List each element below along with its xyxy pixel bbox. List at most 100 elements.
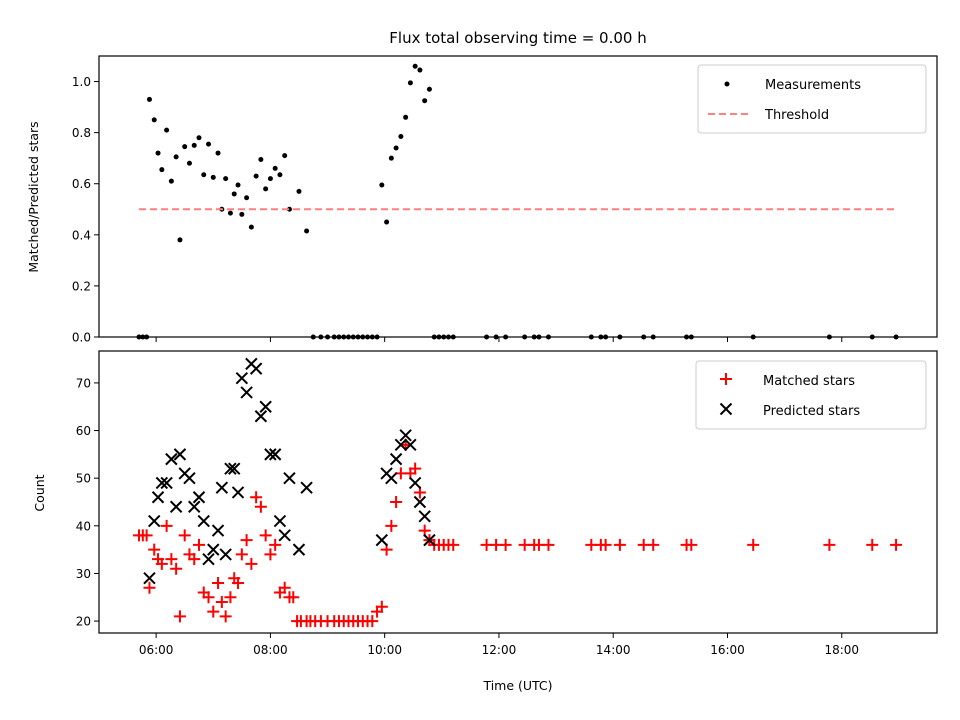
measurement-point bbox=[151, 117, 157, 123]
matched-star-point bbox=[499, 538, 512, 551]
measurement-point bbox=[196, 135, 202, 141]
predicted-star-point bbox=[228, 462, 241, 475]
measurement-point bbox=[206, 141, 212, 147]
measurement-point bbox=[253, 173, 259, 179]
bottom-x-tick-label: 16:00 bbox=[710, 643, 745, 657]
predicted-star-point bbox=[197, 514, 210, 528]
matched-star-point bbox=[207, 605, 220, 618]
bottom-x-tick-label: 14:00 bbox=[596, 643, 631, 657]
bottom-y-axis-label: Count bbox=[32, 474, 47, 511]
measurement-point bbox=[244, 195, 250, 201]
measurement-point bbox=[417, 67, 423, 73]
top-legend-box bbox=[697, 64, 927, 134]
predicted-star-point bbox=[399, 429, 412, 442]
top-legend: Measurements Threshold bbox=[697, 64, 927, 134]
top-y-tick-label: 0.0 bbox=[72, 331, 91, 345]
measurement-point bbox=[403, 114, 409, 120]
predicted-star-point bbox=[413, 495, 427, 509]
measurement-point bbox=[215, 150, 221, 156]
legend-measurements-label: Measurements bbox=[765, 78, 861, 93]
predicted-star-point bbox=[215, 481, 229, 494]
predicted-star-point bbox=[273, 514, 287, 528]
predicted-star-point bbox=[160, 476, 173, 490]
matched-star-point bbox=[148, 543, 161, 556]
measurement-point bbox=[177, 237, 183, 243]
measurement-point bbox=[210, 174, 216, 180]
measurement-point bbox=[164, 127, 170, 133]
measurement-point bbox=[239, 211, 245, 217]
measurement-point bbox=[286, 206, 292, 212]
top-y-tick-label: 0.2 bbox=[72, 279, 91, 293]
matched-star-point bbox=[235, 548, 248, 561]
matched-star-point bbox=[170, 562, 183, 575]
matched-star-point bbox=[385, 519, 398, 532]
predicted-star-point bbox=[418, 510, 431, 523]
matched-star-point bbox=[219, 610, 232, 623]
predicted-star-point bbox=[278, 529, 291, 542]
predicted-star-point bbox=[394, 438, 408, 452]
predicted-star-point bbox=[389, 452, 403, 466]
bottom-plot-area: 20 30 40 50 60 70 06:00 08:00 10:00 12:00 14:00 16:… bbox=[76, 350, 938, 657]
matched-star-point bbox=[613, 538, 626, 551]
matched-star-point bbox=[685, 538, 698, 551]
predicted-star-point bbox=[264, 448, 277, 461]
legend-matched-marker bbox=[720, 373, 732, 385]
bottom-y-tick-label: 40 bbox=[76, 519, 91, 533]
matched-star-point bbox=[375, 600, 388, 613]
legend-matched-label: Matched stars bbox=[763, 374, 855, 389]
bottom-x-tick-label: 10:00 bbox=[367, 643, 402, 657]
measurement-point bbox=[304, 228, 310, 234]
bottom-plot-frame bbox=[98, 350, 938, 634]
measurement-point bbox=[422, 98, 428, 104]
matched-star-point bbox=[269, 538, 282, 551]
top-y-tick-label: 0.6 bbox=[72, 177, 91, 191]
measurement-point bbox=[248, 224, 254, 230]
predicted-star-point bbox=[219, 548, 232, 561]
matched-star-point bbox=[447, 538, 460, 551]
matched-star-point bbox=[224, 591, 237, 604]
measurement-point bbox=[398, 133, 404, 139]
predicted-star-point bbox=[165, 452, 178, 466]
measurement-point bbox=[191, 142, 197, 148]
matched-star-point bbox=[866, 538, 879, 551]
matched-star-point bbox=[890, 538, 903, 551]
predicted-star-point bbox=[408, 476, 422, 490]
predicted-star-point bbox=[268, 448, 282, 461]
matched-star-point bbox=[143, 581, 156, 594]
bottom-y-tick-label: 20 bbox=[76, 615, 91, 629]
matched-star-point bbox=[188, 553, 201, 566]
measurement-point bbox=[231, 191, 237, 197]
measurement-point bbox=[267, 176, 273, 182]
predicted-star-point bbox=[211, 524, 225, 537]
matched-star-point bbox=[160, 519, 173, 532]
bottom-legend: Matched stars Predicted stars bbox=[695, 360, 927, 430]
matched-star-point bbox=[202, 591, 215, 604]
matched-star-point bbox=[140, 529, 153, 542]
measurement-point bbox=[227, 210, 233, 216]
legend-measurements-marker bbox=[724, 81, 730, 87]
measurement-point bbox=[407, 80, 413, 86]
measurement-point bbox=[393, 145, 399, 151]
predicted-star-point bbox=[240, 386, 253, 399]
bottom-x-tick-label: 18:00 bbox=[824, 643, 859, 657]
measurement-point bbox=[223, 176, 229, 182]
measurement-point bbox=[296, 188, 302, 194]
predicted-star-point bbox=[254, 410, 268, 423]
matched-star-point bbox=[250, 491, 263, 504]
predicted-star-point bbox=[173, 448, 187, 461]
matched-star-point bbox=[212, 576, 225, 589]
matched-star-point bbox=[254, 500, 267, 513]
matched-star-point bbox=[542, 538, 555, 551]
legend-predicted-label: Predicted stars bbox=[763, 404, 860, 419]
predicted-star-point bbox=[192, 491, 206, 504]
measurement-point bbox=[201, 172, 207, 178]
top-plot-area: 0.0 0.2 0.4 0.6 0.8 1.0 bbox=[72, 55, 938, 345]
matched-star-point bbox=[747, 538, 760, 551]
top-y-tick-label: 0.8 bbox=[72, 126, 91, 140]
predicted-star-point bbox=[259, 400, 272, 413]
predicted-star-point bbox=[202, 552, 215, 566]
predicted-star-point bbox=[188, 500, 201, 513]
matched-star-point bbox=[259, 529, 272, 542]
bottom-legend-box bbox=[695, 360, 927, 430]
